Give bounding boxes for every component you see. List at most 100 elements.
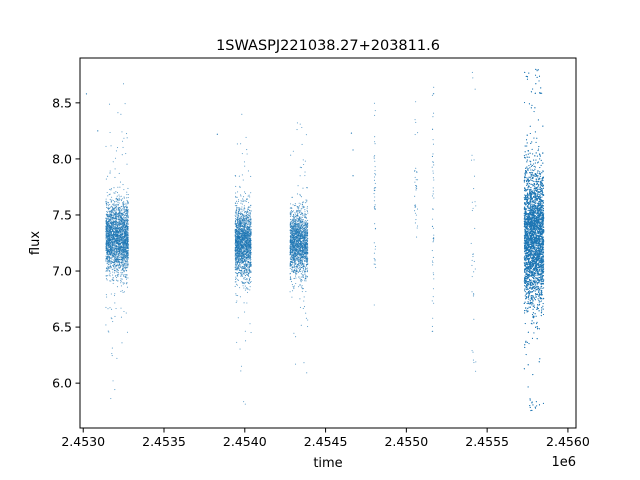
data-point bbox=[246, 270, 248, 272]
data-point bbox=[235, 253, 237, 256]
data-point bbox=[241, 262, 243, 264]
data-point bbox=[122, 256, 124, 258]
data-point bbox=[122, 231, 124, 233]
data-point bbox=[115, 258, 117, 260]
data-point bbox=[242, 261, 245, 263]
data-point bbox=[117, 275, 119, 278]
data-point bbox=[240, 202, 242, 204]
data-point bbox=[247, 217, 249, 219]
data-point bbox=[109, 240, 111, 242]
data-point bbox=[235, 294, 237, 296]
data-point bbox=[121, 240, 123, 242]
data-point bbox=[237, 220, 239, 222]
data-point bbox=[248, 257, 251, 259]
data-point bbox=[115, 265, 117, 267]
data-point bbox=[116, 225, 118, 227]
data-point bbox=[124, 274, 126, 276]
data-point bbox=[241, 203, 243, 205]
data-point bbox=[107, 308, 109, 310]
data-point bbox=[243, 227, 245, 229]
data-point bbox=[105, 233, 107, 235]
data-point bbox=[243, 205, 245, 207]
data-point bbox=[300, 203, 302, 205]
data-point bbox=[109, 249, 111, 252]
data-point bbox=[122, 282, 124, 284]
data-point bbox=[243, 214, 245, 216]
data-point bbox=[115, 279, 118, 281]
data-point bbox=[105, 275, 107, 277]
data-point bbox=[120, 198, 122, 200]
data-point bbox=[244, 403, 246, 405]
data-point bbox=[247, 213, 250, 215]
data-point bbox=[236, 237, 238, 239]
data-point bbox=[242, 216, 244, 218]
data-point bbox=[244, 275, 246, 277]
data-point bbox=[247, 255, 249, 257]
data-point bbox=[111, 253, 113, 256]
data-point bbox=[111, 205, 113, 207]
data-point bbox=[117, 274, 119, 276]
data-point bbox=[123, 219, 125, 221]
data-point bbox=[236, 264, 238, 266]
data-point bbox=[242, 247, 244, 249]
data-point bbox=[242, 271, 244, 273]
data-point bbox=[127, 203, 129, 205]
data-point bbox=[123, 137, 125, 139]
data-point bbox=[110, 258, 112, 260]
data-point bbox=[122, 230, 124, 232]
data-point bbox=[106, 238, 109, 240]
data-point bbox=[245, 248, 247, 250]
data-point bbox=[113, 256, 115, 258]
data-point bbox=[115, 224, 117, 226]
data-point bbox=[127, 253, 129, 255]
data-point bbox=[113, 236, 115, 238]
data-point bbox=[122, 248, 124, 250]
data-point bbox=[122, 234, 124, 236]
data-point bbox=[241, 255, 243, 257]
data-point bbox=[109, 272, 111, 274]
data-point bbox=[126, 331, 129, 333]
data-point bbox=[244, 285, 246, 287]
data-point bbox=[234, 235, 237, 237]
data-point bbox=[238, 214, 240, 216]
data-point bbox=[244, 330, 246, 332]
data-point bbox=[247, 271, 249, 273]
data-point bbox=[244, 257, 246, 259]
data-point bbox=[235, 244, 237, 247]
data-point bbox=[119, 261, 121, 263]
data-point bbox=[236, 227, 238, 229]
data-point bbox=[118, 237, 120, 239]
data-point bbox=[126, 261, 128, 263]
data-point bbox=[115, 206, 117, 208]
data-point bbox=[127, 217, 129, 219]
data-point bbox=[122, 247, 124, 249]
data-point bbox=[110, 265, 112, 267]
data-point bbox=[247, 269, 249, 271]
data-point bbox=[241, 227, 243, 229]
data-point bbox=[108, 207, 110, 210]
data-point bbox=[243, 233, 246, 236]
data-point bbox=[109, 264, 111, 266]
data-point bbox=[234, 281, 236, 283]
data-point bbox=[302, 187, 304, 189]
data-point bbox=[125, 256, 127, 258]
data-point bbox=[242, 235, 244, 237]
data-point bbox=[238, 175, 240, 177]
data-point bbox=[107, 203, 109, 205]
data-point bbox=[239, 236, 241, 239]
data-point bbox=[113, 212, 115, 214]
data-point bbox=[120, 113, 122, 115]
data-point bbox=[118, 247, 120, 249]
data-point bbox=[240, 261, 242, 263]
data-point bbox=[243, 273, 245, 275]
data-point bbox=[248, 277, 250, 279]
data-point bbox=[107, 175, 109, 177]
data-point bbox=[110, 219, 112, 221]
data-point bbox=[242, 224, 244, 226]
data-point bbox=[106, 296, 108, 298]
data-point bbox=[249, 226, 251, 228]
data-point bbox=[105, 246, 107, 248]
data-point bbox=[299, 251, 301, 254]
data-point bbox=[119, 252, 121, 254]
data-point bbox=[108, 233, 110, 235]
